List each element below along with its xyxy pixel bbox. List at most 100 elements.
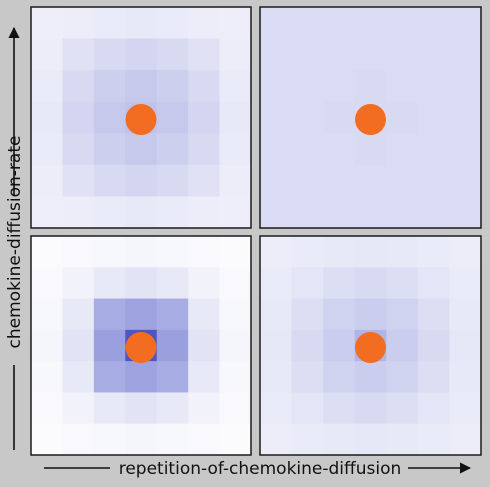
grid-cell [93,298,126,331]
grid-cell [354,164,387,198]
grid-cell [62,70,95,103]
grid-cell [260,196,293,229]
grid-cell [323,70,356,103]
grid-cell [188,38,221,71]
grid-cell [62,267,95,300]
grid-cell [449,133,482,166]
grid-cell [291,164,324,198]
grid-cell [219,196,252,229]
grid-cell [219,133,252,166]
grid-cell [31,392,64,425]
grid-cell [386,329,419,362]
grid-cell [260,423,293,456]
grid-cell [93,7,126,40]
grid-cell [449,329,482,362]
grid-cell [449,236,482,268]
grid-cell [417,7,451,40]
grid-cell [93,164,126,198]
grid-cell [386,101,419,134]
grid-cell [323,298,356,331]
grid-cell [125,133,158,166]
grid-cell [62,392,95,425]
grid-cell [386,133,419,166]
grid-cell [219,361,252,394]
grid-cell [188,236,221,268]
grid-cell [449,164,482,198]
grid-cell [219,101,252,134]
grid-cell [156,38,189,71]
grid-cell [31,236,64,268]
grid-cell [62,38,95,71]
grid-cell [125,38,158,71]
grid-cell [323,101,356,134]
grid-cell [31,361,64,394]
grid-cell [188,133,221,166]
grid-cell [31,423,64,456]
grid-cell [323,38,356,71]
grid-cell [62,164,95,198]
grid-cell [156,267,189,300]
y-axis-label: chemokine-diffusion-rate [5,136,25,349]
panel-top-left [30,6,252,229]
grid-cell [449,392,482,425]
grid-cell [449,101,482,134]
grid-cell [260,7,293,40]
grid-cell [260,329,293,362]
panel-border [30,235,252,456]
grid-cell [354,298,387,331]
grid-cell [219,329,252,362]
grid-cell [449,196,482,229]
grid-cell [449,423,482,456]
grid-cell [31,101,64,134]
grid-cell [62,329,95,362]
grid-cell [386,298,419,331]
grid-cell [354,38,387,71]
grid-cell [354,70,387,103]
grid-cell [291,236,324,268]
grid-cell [260,70,293,103]
grid-cell [323,164,356,198]
grid-cell [291,38,324,71]
grid-cell [260,101,293,134]
grid-cell [260,236,293,268]
grid-cell [260,361,293,394]
grid-cell [125,361,158,394]
grid-cell [417,392,451,425]
grid-cell [93,329,126,362]
grid-cell [449,70,482,103]
grid-cell [188,329,221,362]
grid-cell [449,298,482,331]
grid-cell [188,361,221,394]
grid-cell [291,423,324,456]
grid-cell [417,298,451,331]
grid-cell [219,236,252,268]
grid-cell [31,70,64,103]
grid-cell [125,7,158,40]
grid-cell [291,298,324,331]
grid-cell [156,133,189,166]
grid-cell [93,38,126,71]
grid-cell [417,329,451,362]
grid-cell [125,267,158,300]
grid-cell [62,236,95,268]
grid-cell [93,361,126,394]
x-axis-label: repetition-of-chemokine-diffusion [119,459,402,479]
grid-cell [354,267,387,300]
grid-cell [156,70,189,103]
grid-cell [219,38,252,71]
grid-cell [449,361,482,394]
grid-cell [125,164,158,198]
grid-cell [31,7,64,40]
grid-cell [386,196,419,229]
grid-cell [354,423,387,456]
grid-cell [219,267,252,300]
grid-cell [62,133,95,166]
panel-border [259,235,482,456]
grid-cell [219,7,252,40]
cell-dot [355,332,386,363]
grid-cell [62,298,95,331]
grid-cell [417,70,451,103]
grid-cell [31,38,64,71]
grid-cell [156,7,189,40]
